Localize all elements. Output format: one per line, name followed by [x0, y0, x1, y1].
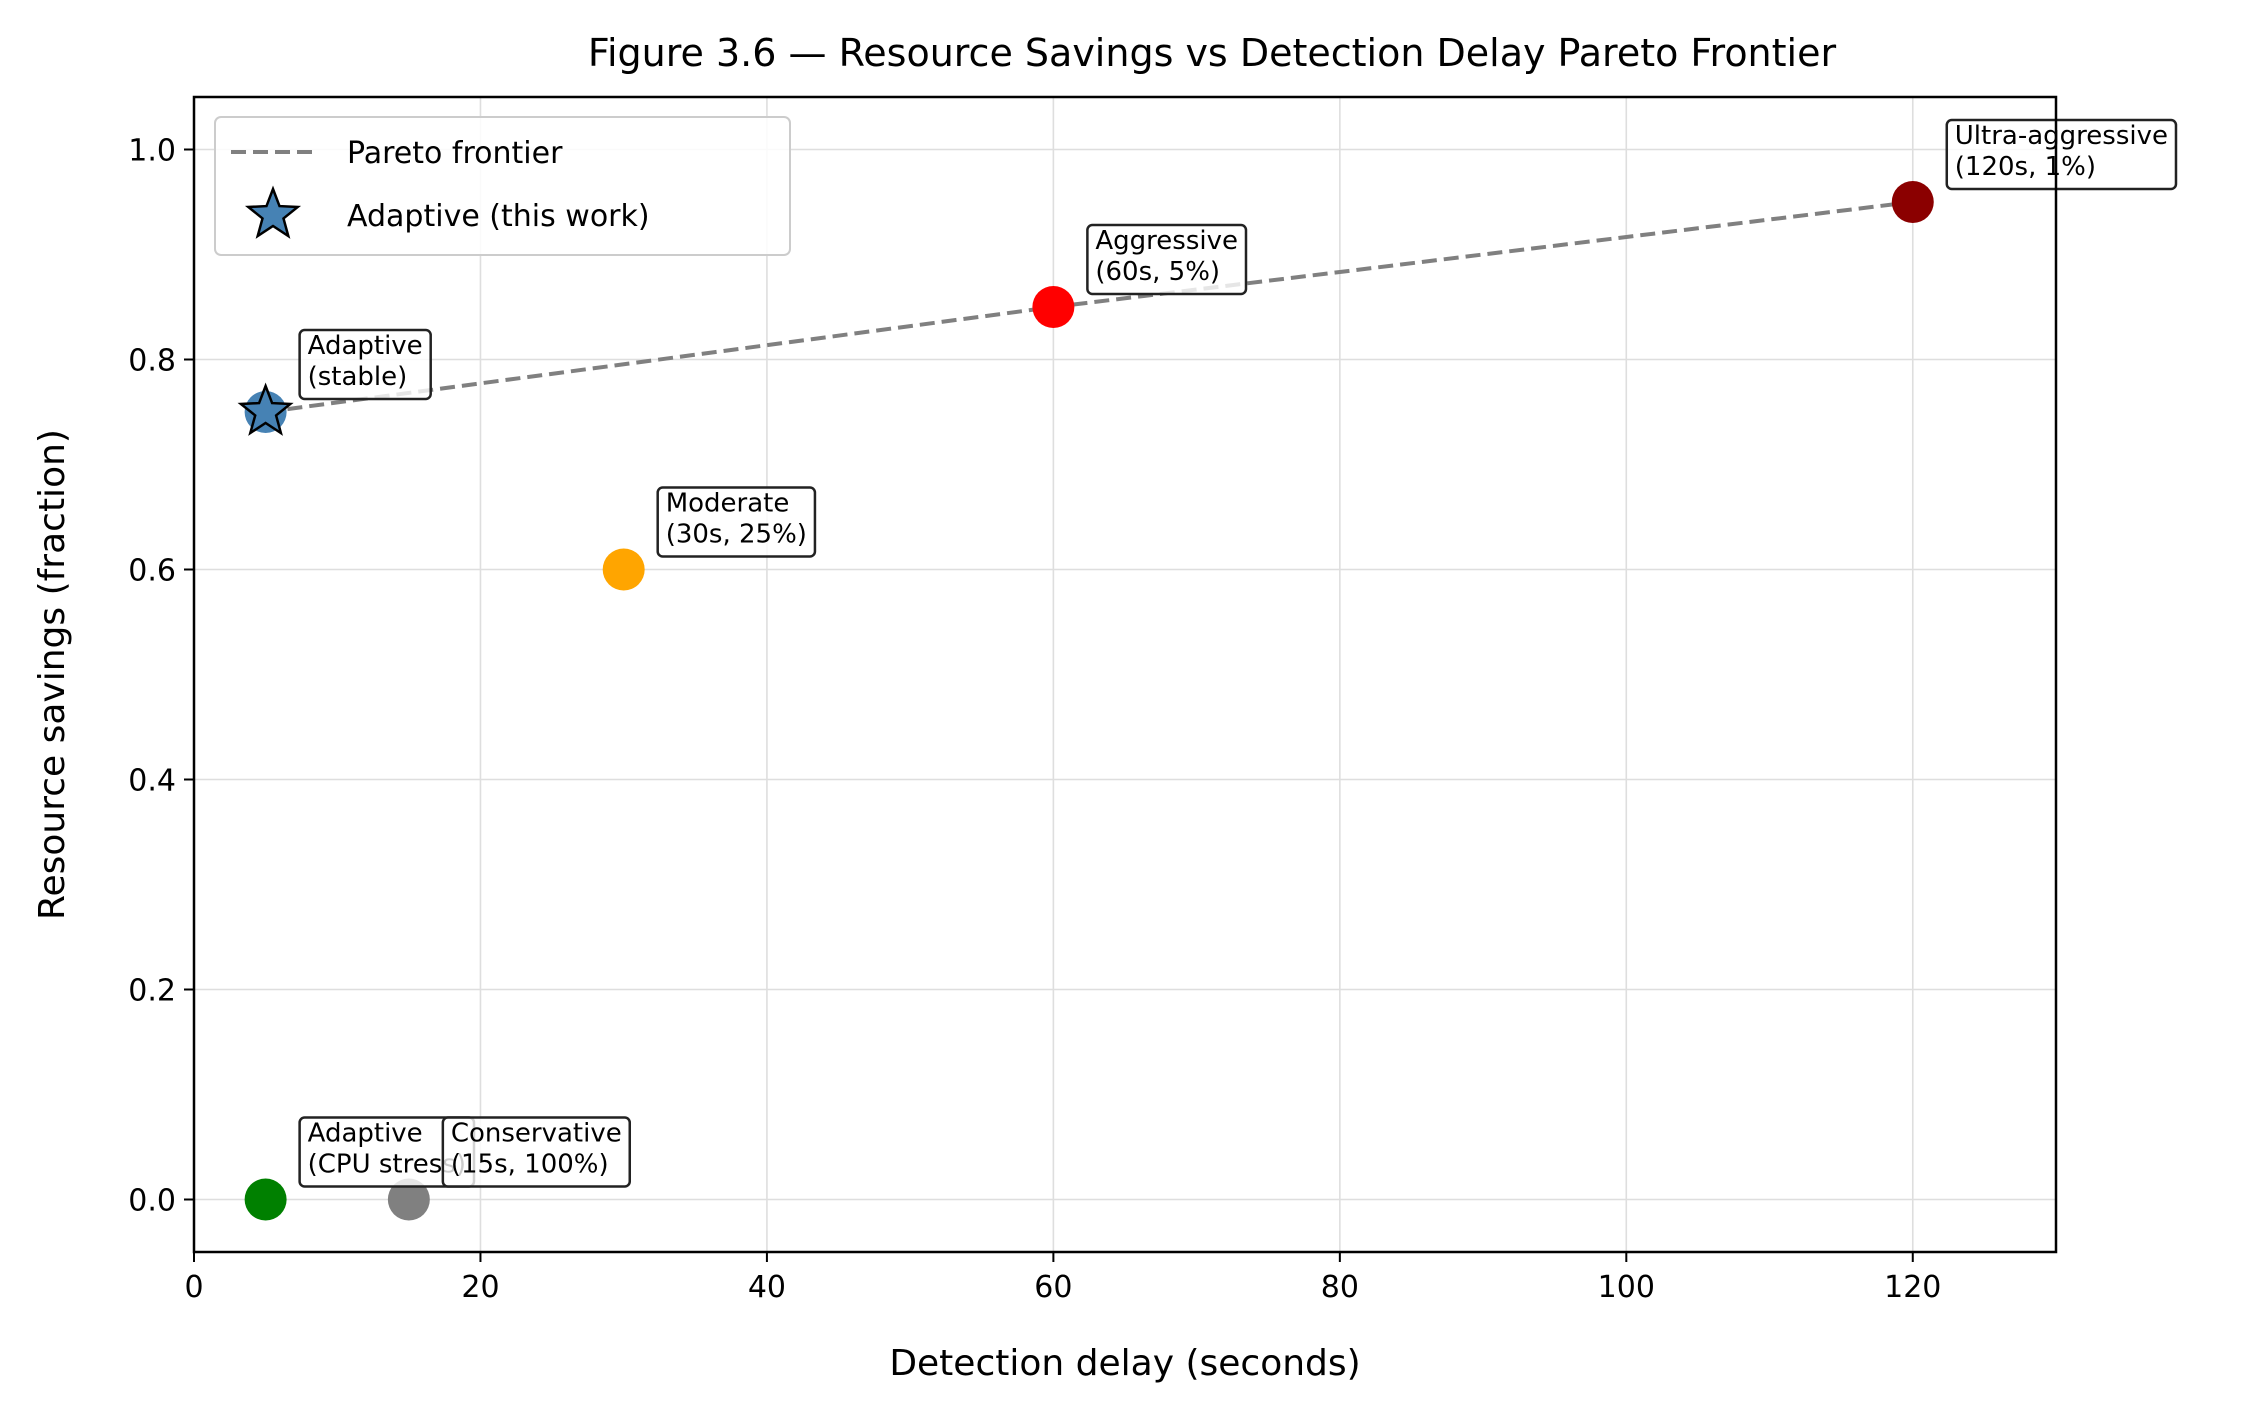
y-axis-label: Resource savings (fraction) [32, 429, 73, 920]
legend-label: Adaptive (this work) [347, 199, 650, 234]
annotation-line: (15s, 100%) [451, 1150, 609, 1180]
y-tick-label: 0.2 [128, 974, 176, 1009]
grid-lines [193, 97, 2056, 1252]
x-tick-label: 20 [461, 1270, 499, 1305]
annotation-frame [656, 486, 817, 558]
x-tick-label: 100 [1598, 1270, 1655, 1305]
y-tick-label: 0.4 [128, 764, 176, 799]
point-annotations: Adaptive (CPU stress)Conservative (15s, 10… [298, 118, 2178, 1188]
annotation-box: Adaptive (stable) [298, 328, 432, 401]
annotation-line: (30s, 25%) [666, 520, 807, 550]
x-axis-label: Detection delay (seconds) [889, 1343, 1360, 1384]
x-tick-label: 60 [1034, 1270, 1072, 1305]
data-point [602, 548, 645, 591]
chart-title: Figure 3.6 — Resource Savings vs Detecti… [588, 31, 1837, 75]
annotation-frame [1086, 223, 1248, 296]
data-point [244, 1178, 287, 1221]
annotation-box: Ultra-aggressive (120s, 1%) [1945, 118, 2178, 191]
x-tick-label: 120 [1884, 1270, 1941, 1305]
data-points [237, 181, 1934, 1221]
annotation-frame [441, 1116, 632, 1188]
y-tick-label: 0.6 [128, 554, 176, 589]
annotation-line: Conservative [451, 1119, 622, 1149]
y-tick-label: 1.0 [128, 134, 176, 169]
plot-frame [192, 95, 2058, 1254]
annotation-line: (60s, 5%) [1095, 257, 1220, 287]
annotation-text: Conservative (15s, 100%) [451, 1119, 622, 1180]
annotation-line: (CPU stress) [308, 1150, 466, 1180]
annotation-text: Ultra-aggressive (120s, 1%) [1955, 121, 2168, 182]
annotation-box: Aggressive (60s, 5%) [1086, 223, 1248, 296]
x-tick-label: 0 [184, 1270, 203, 1305]
axis-ticks: 0 20 40 60 80 100 120 0.0 0.2 0.4 0.6 0.8 1.0 [128, 134, 1941, 1306]
annotation-line: Moderate [666, 489, 790, 519]
annotation-line: Adaptive [308, 1119, 423, 1149]
annotation-text: Moderate (30s, 25%) [666, 489, 807, 550]
annotation-line: Aggressive [1095, 226, 1238, 256]
data-point [387, 1178, 430, 1221]
annotation-text: Adaptive (stable) [308, 331, 423, 392]
legend-label: Pareto frontier [347, 136, 563, 171]
annotation-box: Moderate (30s, 25%) [656, 486, 817, 558]
annotation-line: Adaptive [308, 331, 423, 361]
annotation-box: Conservative (15s, 100%) [441, 1116, 632, 1188]
annotation-line: Ultra-aggressive [1955, 121, 2168, 151]
x-tick-label: 40 [748, 1270, 786, 1305]
annotation-line: (120s, 1%) [1955, 152, 2096, 182]
annotation-frame [1945, 118, 2178, 191]
annotation-text: Adaptive (CPU stress) [308, 1119, 466, 1180]
annotation-frame [298, 328, 432, 401]
annotation-line: (stable) [308, 362, 408, 392]
adaptive-star-marker [237, 382, 294, 436]
y-tick-label: 0.8 [128, 344, 176, 379]
annotation-text: Aggressive (60s, 5%) [1095, 226, 1238, 287]
y-tick-label: 0.0 [128, 1184, 176, 1219]
legend-frame [214, 116, 791, 256]
data-point [1891, 181, 1934, 223]
legend-swatch-star [244, 185, 302, 239]
annotation-box: Adaptive (CPU stress) [298, 1116, 476, 1188]
legend: Pareto frontier Adaptive (this work) [214, 116, 791, 256]
x-tick-label: 80 [1321, 1270, 1359, 1305]
data-point [1032, 286, 1075, 328]
